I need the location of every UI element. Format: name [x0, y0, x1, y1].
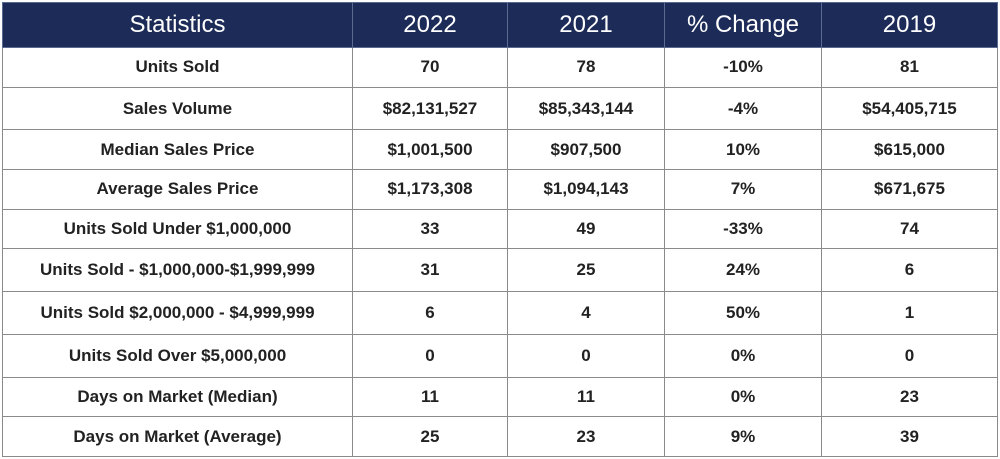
cell-percent-change: 0%	[664, 333, 822, 378]
table-row: Average Sales Price $1,173,308 $1,094,14…	[2, 169, 998, 210]
cell-2021: 49	[507, 208, 665, 250]
cell-2022: 6	[352, 291, 508, 335]
cell-percent-change: 24%	[664, 248, 822, 293]
cell-2022: 11	[352, 376, 508, 418]
table-row: Units Sold 70 78 -10% 81	[2, 47, 998, 88]
row-label: Units Sold Under $1,000,000	[2, 208, 353, 250]
table-body: Units Sold 70 78 -10% 81 Sales Volume $8…	[2, 47, 998, 457]
cell-2019: 0	[821, 333, 998, 378]
header-2022: 2022	[352, 2, 508, 48]
cell-2019: $615,000	[821, 129, 998, 171]
cell-2019: 23	[821, 376, 998, 418]
row-label: Units Sold $2,000,000 - $4,999,999	[2, 291, 353, 335]
cell-2019: 6	[821, 248, 998, 293]
header-2019: 2019	[821, 2, 998, 48]
cell-2022: 25	[352, 416, 508, 457]
table-row: Days on Market (Median) 11 11 0% 23	[2, 376, 998, 418]
cell-2022: $1,173,308	[352, 169, 508, 210]
cell-percent-change: 7%	[664, 169, 822, 210]
cell-2021: 23	[507, 416, 665, 457]
cell-2022: 33	[352, 208, 508, 250]
header-row: Statistics 2022 2021 % Change 2019	[2, 2, 998, 48]
cell-2021: 25	[507, 248, 665, 293]
table-row: Sales Volume $82,131,527 $85,343,144 -4%…	[2, 86, 998, 131]
header-statistics: Statistics	[2, 2, 353, 48]
row-label: Units Sold	[2, 47, 353, 88]
cell-2021: $1,094,143	[507, 169, 665, 210]
cell-2021: $85,343,144	[507, 86, 665, 131]
cell-2019: $671,675	[821, 169, 998, 210]
cell-2019: 81	[821, 47, 998, 88]
table-row: Median Sales Price $1,001,500 $907,500 1…	[2, 129, 998, 171]
table-row: Units Sold Over $5,000,000 0 0 0% 0	[2, 333, 998, 378]
table-row: Units Sold - $1,000,000-$1,999,999 31 25…	[2, 248, 998, 293]
cell-percent-change: 0%	[664, 376, 822, 418]
cell-percent-change: 10%	[664, 129, 822, 171]
table-row: Units Sold Under $1,000,000 33 49 -33% 7…	[2, 208, 998, 250]
cell-2019: $54,405,715	[821, 86, 998, 131]
cell-2022: 0	[352, 333, 508, 378]
cell-2022: $82,131,527	[352, 86, 508, 131]
cell-2019: 39	[821, 416, 998, 457]
row-label: Sales Volume	[2, 86, 353, 131]
cell-2022: 70	[352, 47, 508, 88]
cell-2021: 4	[507, 291, 665, 335]
cell-percent-change: -33%	[664, 208, 822, 250]
row-label: Days on Market (Average)	[2, 416, 353, 457]
table-row: Units Sold $2,000,000 - $4,999,999 6 4 5…	[2, 291, 998, 335]
table-header: Statistics 2022 2021 % Change 2019	[2, 2, 998, 48]
header-percent-change: % Change	[664, 2, 822, 48]
cell-percent-change: -10%	[664, 47, 822, 88]
cell-2021: 11	[507, 376, 665, 418]
header-2021: 2021	[507, 2, 665, 48]
cell-2019: 74	[821, 208, 998, 250]
cell-2022: 31	[352, 248, 508, 293]
cell-2021: 0	[507, 333, 665, 378]
cell-2021: $907,500	[507, 129, 665, 171]
row-label: Median Sales Price	[2, 129, 353, 171]
cell-2019: 1	[821, 291, 998, 335]
row-label: Average Sales Price	[2, 169, 353, 210]
cell-percent-change: 50%	[664, 291, 822, 335]
table-row: Days on Market (Average) 25 23 9% 39	[2, 416, 998, 457]
row-label: Days on Market (Median)	[2, 376, 353, 418]
cell-2021: 78	[507, 47, 665, 88]
cell-2022: $1,001,500	[352, 129, 508, 171]
cell-percent-change: -4%	[664, 86, 822, 131]
cell-percent-change: 9%	[664, 416, 822, 457]
row-label: Units Sold Over $5,000,000	[2, 333, 353, 378]
row-label: Units Sold - $1,000,000-$1,999,999	[2, 248, 353, 293]
